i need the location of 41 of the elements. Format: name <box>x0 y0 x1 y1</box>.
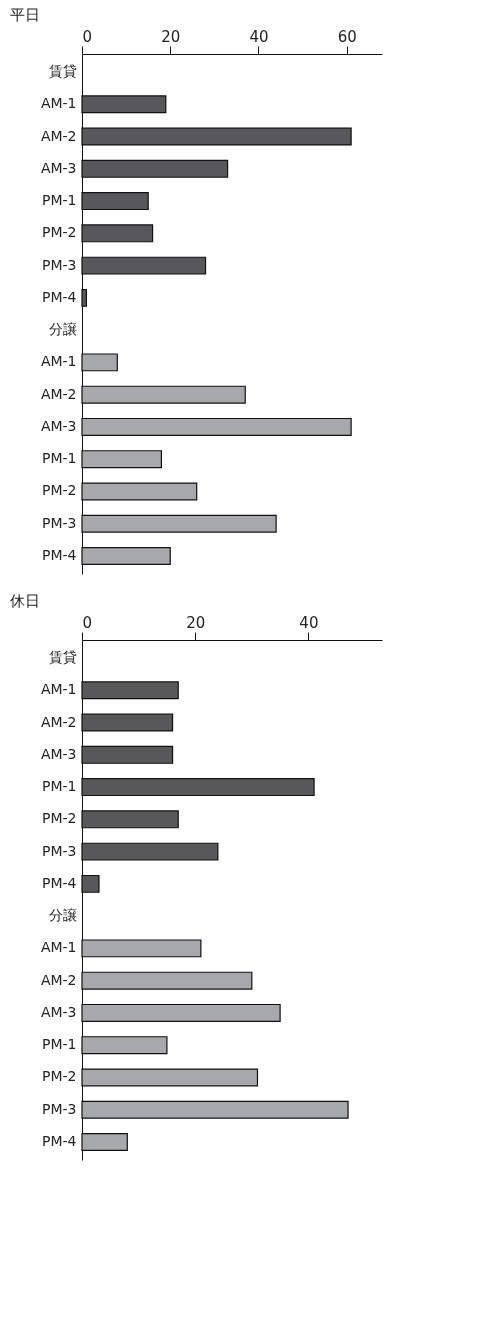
x-tick-label: 0 <box>82 27 93 46</box>
y-tick-label: PM-4 <box>42 874 77 891</box>
y-tick-label: PM-1 <box>42 192 77 209</box>
y-tick-label: AM-1 <box>40 939 77 956</box>
y-tick-label: AM-3 <box>40 1003 77 1020</box>
y-tick-label: PM-3 <box>42 256 77 273</box>
y-tick-label: PM-2 <box>42 810 77 827</box>
y-tick-label: 分譲 <box>48 321 77 338</box>
y-tick-label: AM-3 <box>40 159 77 176</box>
y-tick-label: PM-4 <box>42 288 77 305</box>
x-tick-label: 20 <box>186 613 206 632</box>
y-tick-label: PM-4 <box>42 1132 77 1149</box>
y-tick-label: PM-2 <box>42 482 77 499</box>
y-tick-label: 分譲 <box>48 907 77 924</box>
y-tick-label: AM-2 <box>40 713 77 730</box>
y-tick-label: AM-2 <box>40 127 77 144</box>
y-tick-label: AM-2 <box>40 385 77 402</box>
x-tick-label: 40 <box>249 27 269 46</box>
y-tick-label: PM-2 <box>42 224 77 241</box>
y-tick-label: AM-1 <box>40 353 77 370</box>
chart-title: 平日 <box>10 6 41 24</box>
x-tick-label: 20 <box>161 27 181 46</box>
y-tick-label: PM-3 <box>42 514 77 531</box>
y-tick-label: PM-1 <box>42 778 77 795</box>
y-tick-label: AM-3 <box>40 417 77 434</box>
x-tick-label: 60 <box>337 27 357 46</box>
y-tick-label: 賃貸 <box>48 63 77 80</box>
chart-title: 休日 <box>10 592 41 610</box>
y-tick-label: AM-1 <box>40 95 77 112</box>
y-tick-label: PM-3 <box>42 842 77 859</box>
x-tick-label: 0 <box>82 613 93 632</box>
y-tick-label: AM-3 <box>40 745 77 762</box>
y-tick-label: PM-3 <box>42 1100 77 1117</box>
y-tick-label: PM-2 <box>42 1068 77 1085</box>
y-tick-label: AM-2 <box>40 971 77 988</box>
y-tick-label: PM-1 <box>42 450 77 467</box>
x-tick-label: 40 <box>299 613 319 632</box>
y-tick-label: AM-1 <box>40 681 77 698</box>
y-tick-label: 賃貸 <box>48 649 77 666</box>
y-tick-label: PM-4 <box>42 546 77 563</box>
y-tick-label: PM-1 <box>42 1036 77 1053</box>
